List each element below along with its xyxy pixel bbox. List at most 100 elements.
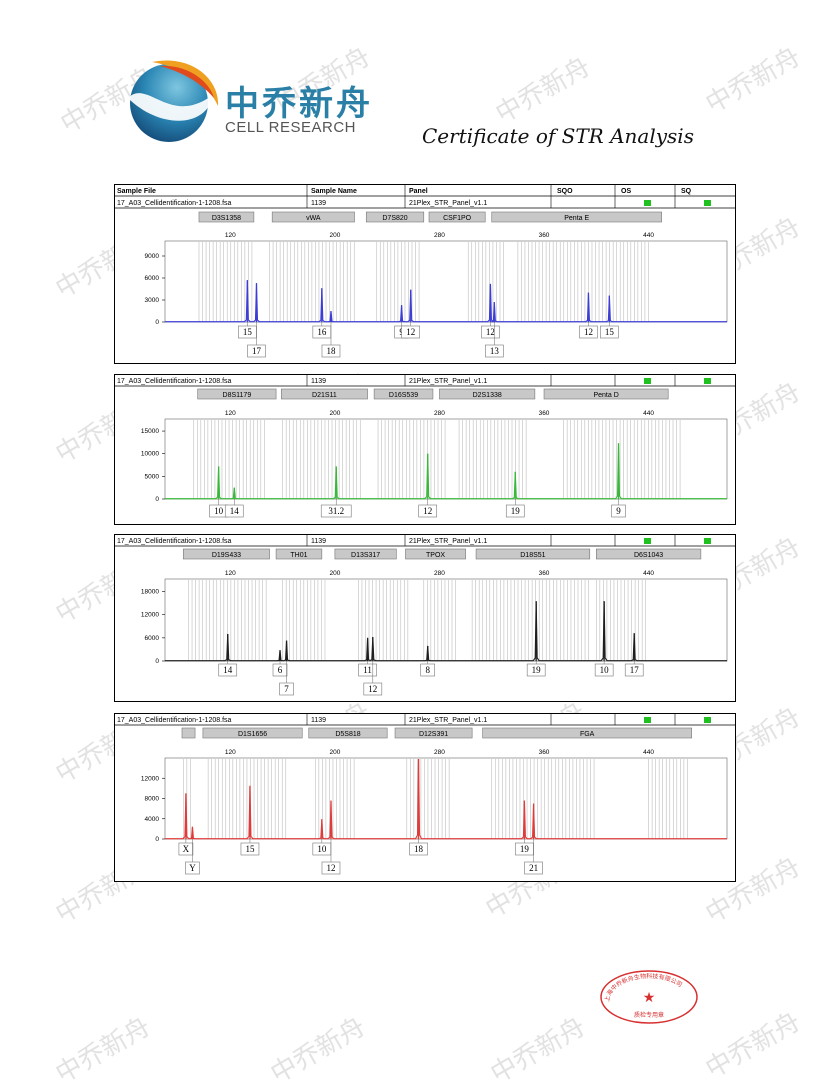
allele-label: 16: [317, 327, 327, 337]
locus-bar: [405, 548, 466, 560]
allele-box: [485, 344, 504, 358]
os-status-flag: [644, 378, 651, 384]
x-tick-label: 360: [539, 749, 550, 756]
y-tick-label: 12000: [141, 612, 159, 619]
allele-box: [505, 504, 525, 518]
locus-bar: [281, 388, 368, 400]
sample-file-name: 17_A03_Cellidentification-1-1208.fsa: [117, 538, 232, 545]
locus-bar: [394, 727, 473, 739]
sq-status-flag: [704, 378, 711, 384]
allele-label: Y: [189, 863, 196, 873]
y-tick-label: 8000: [145, 796, 160, 803]
y-tick-label: 0: [155, 658, 159, 665]
svg-text:★: ★: [643, 989, 656, 1005]
y-tick-label: 0: [155, 496, 159, 503]
x-tick-label: 200: [329, 749, 340, 756]
allele-label: 12: [368, 684, 377, 694]
allele-label: 15: [605, 327, 615, 337]
header-panel: Panel: [409, 188, 428, 195]
allele-label: 12: [326, 863, 335, 873]
allele-box: [594, 663, 614, 677]
locus-label: TPOX: [426, 552, 445, 559]
sample-name: 1139: [311, 538, 326, 545]
locus-label: FGA: [580, 731, 595, 738]
allele-box: [358, 663, 377, 677]
signal-trace: [165, 759, 727, 840]
locus-bar: [596, 548, 702, 560]
brand-name-en: CELL RESEARCH: [225, 119, 356, 136]
sample-file-name: 17_A03_Cellidentification-1-1208.fsa: [117, 717, 232, 724]
header-sample-name: Sample Name: [311, 188, 357, 195]
watermark-text: 中乔新舟: [50, 1011, 156, 1090]
sample-info-row: 17_A03_Cellidentification-1-1208.fsa 1139…: [117, 538, 487, 545]
allele-label: 10: [214, 506, 224, 516]
x-tick-label: 280: [434, 570, 445, 577]
plot-frame: [164, 578, 728, 662]
locus-label: D7S820: [382, 215, 407, 222]
locus-bar: [491, 211, 662, 223]
panel-name: 21Plex_STR_Panel_v1.1: [409, 717, 487, 724]
allele-label: 17: [252, 346, 262, 356]
locus-bar: [373, 388, 434, 400]
x-tick-label: 200: [329, 570, 340, 577]
locus-label: D13S317: [351, 552, 380, 559]
electropherogram-panel-blue: Sample File Sample Name Panel SQO OS SQ 17_A03…: [114, 184, 736, 364]
x-tick-label: 360: [539, 570, 550, 577]
x-tick-label: 120: [225, 570, 236, 577]
allele-label: 7: [284, 684, 289, 694]
sq-status-flag: [704, 200, 711, 206]
allele-label: 19: [520, 844, 530, 854]
watermark-text: 中乔新舟: [700, 41, 806, 120]
y-tick-label: 0: [155, 319, 159, 326]
locus-label: vWA: [306, 215, 321, 222]
allele-label: 18: [326, 346, 336, 356]
locus-bar: [202, 727, 303, 739]
allele-box: [178, 842, 194, 856]
company-seal-stamp: 上海中乔新舟生物科技有限公司 ★ 质检专用章: [597, 968, 701, 1031]
sq-status-flag: [704, 538, 711, 544]
locus-label: CSF1PO: [443, 215, 472, 222]
plot-frame: [164, 240, 728, 323]
allele-box: [524, 861, 543, 875]
allele-label: 31.2: [328, 506, 344, 516]
sample-name: 1139: [311, 200, 326, 207]
x-tick-label: 200: [329, 410, 340, 417]
watermark-text: 中乔新舟: [265, 1011, 371, 1090]
sample-name: 1139: [311, 717, 326, 724]
allele-label: 17: [630, 665, 640, 675]
sq-status-flag: [704, 717, 711, 723]
allele-box: [185, 861, 200, 875]
locus-bar: [198, 211, 255, 223]
allele-box: [579, 325, 598, 339]
allele-label: 19: [532, 665, 542, 675]
locus-bar: [439, 388, 536, 400]
x-tick-label: 440: [643, 749, 654, 756]
allele-label: 18: [414, 844, 424, 854]
panel-name: 21Plex_STR_Panel_v1.1: [409, 538, 487, 545]
x-tick-label: 120: [225, 232, 236, 239]
svg-text:质检专用章: 质检专用章: [634, 1011, 664, 1019]
x-tick-label: 120: [225, 410, 236, 417]
y-tick-label: 6000: [145, 635, 160, 642]
allele-label: 12: [486, 327, 495, 337]
locus-label: D8S1179: [223, 392, 252, 399]
os-status-flag: [644, 538, 651, 544]
electropherogram-panel-green: 17_A03_Cellidentification-1-1208.fsa 1139…: [114, 374, 736, 525]
allele-box: [320, 504, 352, 518]
y-tick-label: 5000: [145, 473, 160, 480]
y-tick-label: 3000: [145, 297, 160, 304]
allele-label: 14: [223, 665, 233, 675]
locus-label: D12S391: [419, 731, 448, 738]
locus-bar: [181, 727, 196, 739]
allele-label: 15: [243, 327, 253, 337]
sample-info-row: 17_A03_Cellidentification-1-1208.fsa 1139…: [117, 200, 487, 207]
locus-label: D6S1043: [634, 552, 663, 559]
locus-bar: [182, 548, 270, 560]
y-tick-label: 15000: [141, 428, 159, 435]
x-tick-label: 360: [539, 410, 550, 417]
brand-name-cn: 中乔新舟: [225, 84, 373, 124]
y-tick-label: 4000: [145, 816, 160, 823]
plot-frame: [164, 757, 728, 840]
header-row: Sample File Sample Name Panel SQO OS SQ: [117, 188, 692, 195]
allele-box: [279, 682, 294, 696]
